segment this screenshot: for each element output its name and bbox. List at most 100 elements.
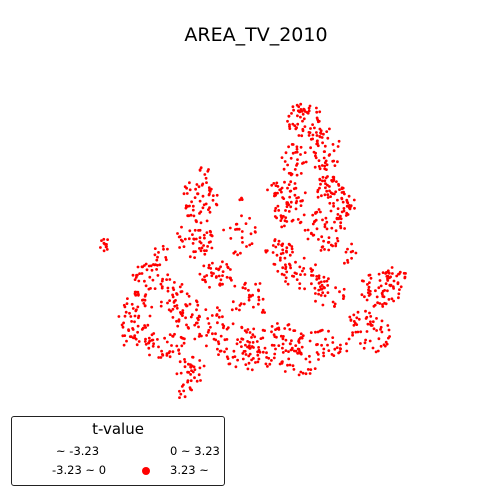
map-point [206, 245, 209, 248]
map-point [289, 364, 292, 367]
map-point [296, 352, 299, 355]
map-point [285, 251, 288, 254]
map-point [158, 263, 161, 266]
map-point [247, 328, 250, 331]
map-point [368, 281, 371, 284]
map-point [272, 182, 275, 185]
map-point [216, 306, 219, 309]
map-point [147, 342, 150, 345]
map-point [320, 249, 323, 252]
map-point [279, 257, 282, 260]
map-point [348, 195, 351, 198]
map-point [339, 344, 342, 347]
map-point [231, 308, 234, 311]
map-point [137, 266, 140, 269]
map-point [248, 344, 251, 347]
map-point [147, 347, 150, 350]
map-point [191, 313, 194, 316]
map-point [274, 207, 277, 210]
map-point [348, 316, 351, 319]
map-point [205, 181, 208, 184]
map-point [209, 240, 212, 243]
map-point [134, 310, 137, 313]
map-point [160, 301, 163, 304]
map-point [198, 185, 201, 188]
map-point [197, 326, 200, 329]
map-point [291, 251, 294, 254]
map-point [318, 277, 321, 280]
map-point [378, 337, 381, 340]
map-point [195, 308, 198, 311]
map-point [351, 331, 354, 334]
map-point [300, 204, 303, 207]
map-point [292, 152, 295, 155]
map-point [225, 348, 228, 351]
map-point [312, 134, 315, 137]
map-point [211, 332, 214, 335]
map-point [299, 153, 302, 156]
map-point [281, 362, 284, 365]
map-point [125, 311, 128, 314]
map-point [328, 154, 331, 157]
map-point [143, 324, 146, 327]
map-point [337, 184, 340, 187]
map-point [299, 371, 302, 374]
map-point [155, 259, 158, 262]
map-point [227, 326, 230, 329]
map-point [328, 185, 331, 188]
map-point [305, 372, 308, 375]
map-point [294, 151, 297, 154]
map-point [369, 293, 372, 296]
map-point [171, 335, 174, 338]
map-point [284, 216, 287, 219]
map-point [350, 243, 353, 246]
map-point [218, 268, 221, 271]
map-point [327, 249, 330, 252]
map-point [181, 309, 184, 312]
map-point [393, 280, 396, 283]
map-point [328, 127, 331, 130]
map-point [250, 336, 253, 339]
map-point [284, 209, 287, 212]
map-point [325, 221, 328, 224]
map-point [196, 304, 199, 307]
map-point [289, 264, 292, 267]
map-point [400, 285, 403, 288]
legend: t-value ~ -3.23 0 ~ 3.23 -3.23 ~ 0 3.23 … [11, 416, 225, 486]
map-point [180, 372, 183, 375]
map-point [229, 227, 232, 230]
map-point [202, 265, 205, 268]
map-point [218, 309, 221, 312]
map-point [199, 236, 202, 239]
map-point [241, 230, 244, 233]
map-point [228, 363, 231, 366]
map-point [240, 197, 243, 200]
map-point [339, 227, 342, 230]
map-point [386, 343, 389, 346]
map-point [186, 292, 189, 295]
map-point [346, 248, 349, 251]
map-point [359, 342, 362, 345]
map-point [333, 221, 336, 224]
map-point [148, 354, 151, 357]
map-point [337, 217, 340, 220]
map-point [321, 291, 324, 294]
map-point [274, 348, 277, 351]
map-point [265, 251, 268, 254]
map-point [334, 286, 337, 289]
map-point [217, 353, 220, 356]
map-point [280, 335, 283, 338]
map-point [317, 238, 320, 241]
map-point [193, 376, 196, 379]
map-point [314, 152, 317, 155]
map-point [180, 336, 183, 339]
map-point [319, 285, 322, 288]
map-point [287, 324, 290, 327]
map-point [319, 183, 322, 186]
map-point [236, 342, 239, 345]
map-point [288, 328, 291, 331]
map-point [322, 240, 325, 243]
map-point [195, 219, 198, 222]
map-point [209, 234, 212, 237]
map-point [175, 345, 178, 348]
